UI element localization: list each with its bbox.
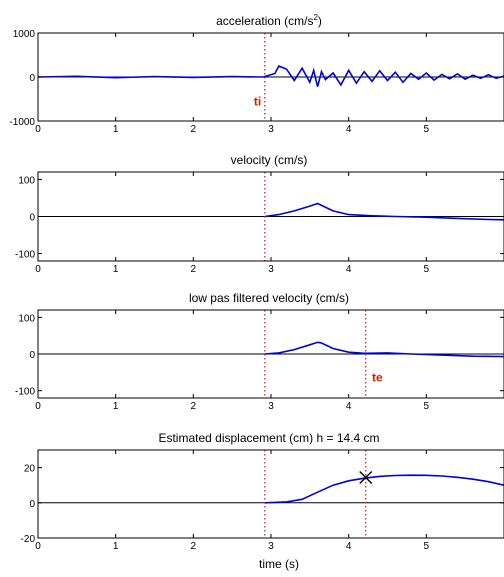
x-tick-label: 4: [346, 541, 352, 552]
panel-title-text: Estimated displacement (cm) h = 14.4 cm: [158, 431, 379, 445]
marker-label-te: te: [372, 371, 383, 385]
x-tick-label: 4: [346, 124, 352, 135]
panel-title: Estimated displacement (cm) h = 14.4 cm: [158, 431, 379, 445]
y-tick-label: 0: [29, 213, 35, 224]
y-tick-label: 20: [24, 464, 36, 475]
x-tick-label: 5: [424, 124, 430, 135]
y-tick-label: 0: [29, 499, 35, 510]
y-tick-label: -100: [15, 387, 35, 398]
series-line: [264, 341, 504, 358]
y-tick-label: -100: [15, 250, 35, 261]
x-tick-label: 1: [113, 264, 119, 275]
x-tick-label: 2: [191, 124, 197, 135]
cross-marker: [359, 470, 373, 484]
x-tick-label: 2: [191, 401, 197, 412]
x-tick-label: 3: [268, 541, 274, 552]
panel-title-text: velocity (cm/s): [231, 153, 308, 167]
y-tick-label: 0: [29, 350, 35, 361]
series-line: [264, 202, 504, 221]
axes-box: [37, 449, 504, 539]
y-tick-label: 100: [18, 313, 35, 324]
panel-title-text: acceleration (cm/s: [216, 14, 313, 28]
y-tick-label: -20: [21, 534, 36, 545]
chart-panel-3: low pas filtered velocity (cm/s) te 0 1 2 3 4 5…: [15, 291, 504, 412]
y-tick-label: 1000: [13, 29, 36, 40]
panel-title: low pas filtered velocity (cm/s): [189, 291, 349, 305]
x-tick-label: 4: [346, 264, 352, 275]
y-tick-label: 100: [18, 175, 35, 186]
x-tick-label: 3: [268, 124, 274, 135]
x-tick-label: 3: [268, 401, 274, 412]
y-tick-label: -1000: [9, 117, 35, 128]
x-tick-label: 4: [346, 401, 352, 412]
x-tick-label: 3: [268, 264, 274, 275]
x-tick-label: 5: [424, 264, 430, 275]
x-tick-label: 0: [35, 124, 41, 135]
x-tick-label: 0: [35, 401, 41, 412]
x-tick-label: 1: [113, 401, 119, 412]
x-tick-label: 1: [113, 124, 119, 135]
series-line: [37, 64, 504, 87]
panel-title-text: low pas filtered velocity (cm/s): [189, 291, 349, 305]
x-tick-label: 0: [35, 541, 41, 552]
x-tick-label: 2: [191, 541, 197, 552]
series-line: [264, 474, 504, 504]
x-tick-label: 2: [191, 264, 197, 275]
x-tick-label: 5: [424, 541, 430, 552]
marker-label-ti: ti: [254, 95, 261, 109]
x-tick-label: 0: [35, 264, 41, 275]
panel-title-tail: ): [318, 14, 322, 28]
chart-panel-4: Estimated displacement (cm) h = 14.4 cm 0…: [21, 431, 504, 571]
x-axis-label: time (s): [259, 557, 299, 571]
y-tick-label: 0: [29, 73, 35, 84]
panel-title-superscript: 2: [313, 13, 318, 22]
panel-title: acceleration (cm/s2): [216, 13, 322, 28]
x-tick-label: 1: [113, 541, 119, 552]
x-tick-label: 5: [424, 401, 430, 412]
panel-title: velocity (cm/s): [231, 153, 308, 167]
